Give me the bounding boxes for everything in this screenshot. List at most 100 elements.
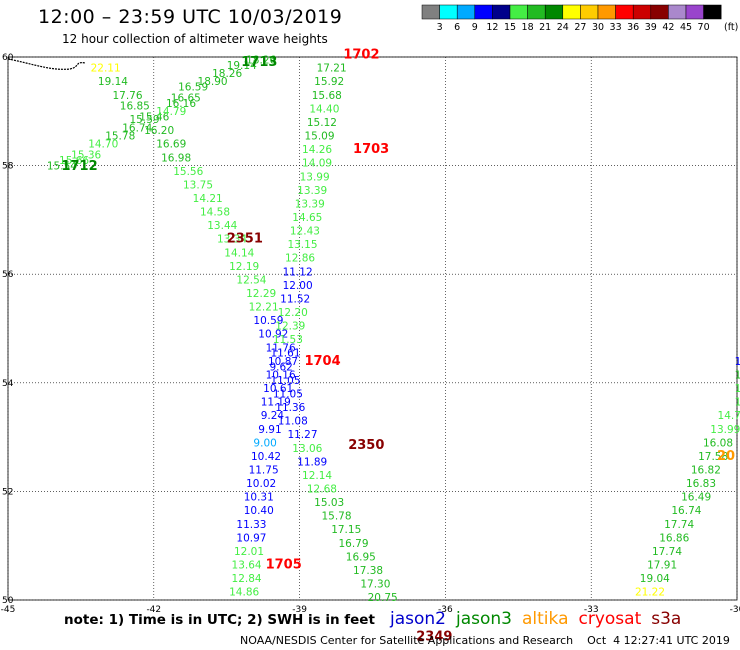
wave-height-value: 12.43 bbox=[290, 226, 320, 238]
chart-title: 12:00 – 23:59 UTC 10/03/2019 bbox=[38, 6, 343, 28]
pass-id-label: 2349 bbox=[416, 630, 452, 645]
wave-height-value: 15.78 bbox=[105, 131, 135, 143]
wave-height-value: 11.27 bbox=[287, 429, 317, 441]
wave-height-value: 13.64 bbox=[232, 560, 262, 572]
wave-height-value: 11.12 bbox=[283, 266, 313, 278]
longitude-tick-label: -45 bbox=[1, 605, 16, 615]
pass-id-label: 1704 bbox=[304, 354, 340, 369]
color-scale-tick: 70 bbox=[698, 22, 710, 33]
wave-height-value: 17.30 bbox=[360, 579, 390, 591]
wave-height-value: 14.58 bbox=[200, 207, 230, 219]
satellite-legend-item: cryosat bbox=[578, 609, 642, 629]
longitude-tick-label: -30 bbox=[730, 605, 740, 615]
wave-height-value: 11.08 bbox=[278, 416, 308, 428]
wave-height-value: 16.95 bbox=[346, 551, 376, 563]
wave-height-value: 14.14 bbox=[224, 247, 254, 259]
longitude-tick-label: -36 bbox=[438, 605, 453, 615]
wave-height-value: 11.19 bbox=[261, 397, 291, 409]
color-scale-tick: 6 bbox=[454, 22, 460, 33]
wave-height-value: 13.99 bbox=[300, 171, 330, 183]
wave-height-value: 16.08 bbox=[703, 437, 733, 449]
wave-height-value: 18.90 bbox=[198, 76, 228, 88]
pass-id-label: 2351 bbox=[227, 232, 263, 247]
satellite-legend-item: s3a bbox=[651, 609, 682, 629]
color-scale-tick: 36 bbox=[627, 22, 639, 33]
color-scale-tick: 39 bbox=[645, 22, 657, 33]
wave-height-value: 20.75 bbox=[368, 592, 398, 604]
wave-height-value: 13.39 bbox=[297, 185, 327, 197]
wave-height-value: 14.09 bbox=[302, 158, 332, 170]
color-scale-tick: 21 bbox=[539, 22, 551, 33]
wave-height-value: 16.69 bbox=[156, 139, 186, 151]
latitude-tick-label: 56 bbox=[2, 270, 14, 280]
satellite-legend: jason2 jason3 altika cryosat s3a bbox=[390, 609, 691, 629]
wave-height-value: 17.76 bbox=[112, 90, 142, 102]
wave-height-value: 18.26 bbox=[212, 68, 242, 80]
wave-height-value: 16.16 bbox=[166, 98, 196, 110]
wave-height-value: 12.01 bbox=[234, 546, 264, 558]
wave-height-value: 12.21 bbox=[249, 302, 279, 314]
wave-height-value: 16.79 bbox=[338, 538, 368, 550]
wave-height-value: 17.74 bbox=[652, 546, 682, 558]
pass-id-label: 1705 bbox=[266, 558, 302, 573]
wave-height-value: 11.53 bbox=[273, 334, 303, 346]
wave-height-value: 16.86 bbox=[659, 532, 689, 544]
wave-height-value: 12.19 bbox=[229, 261, 259, 273]
wave-height-value: 12.20 bbox=[278, 307, 308, 319]
longitude-tick-label: -39 bbox=[292, 605, 307, 615]
wave-height-value: 15.56 bbox=[173, 166, 203, 178]
wave-height-value: 12.01 bbox=[735, 397, 740, 409]
wave-height-value: 17.91 bbox=[647, 560, 677, 572]
wave-height-value: 14.70 bbox=[88, 139, 118, 151]
latitude-tick-label: 60 bbox=[2, 53, 14, 63]
wave-height-value: 17.74 bbox=[664, 519, 694, 531]
wave-height-value: 15.09 bbox=[304, 131, 334, 143]
wave-height-value: 17.15 bbox=[331, 524, 361, 536]
wave-height-value: 14.04 bbox=[735, 383, 740, 395]
wave-height-value: 10.42 bbox=[251, 451, 281, 463]
pass-id-label: 1702 bbox=[343, 48, 379, 63]
wave-height-value: 16.82 bbox=[691, 464, 721, 476]
wave-height-value: 15.68 bbox=[312, 90, 342, 102]
color-scale-legend: 3 6 9 12 15 18 21 24 27 30 33 36 39 42 45 70 (ft) bbox=[421, 4, 738, 33]
wave-height-value: 9.62 bbox=[269, 361, 292, 373]
color-scale-tick: 3 bbox=[437, 22, 443, 33]
color-scale-tick: 24 bbox=[557, 22, 569, 33]
coastline bbox=[7, 58, 86, 70]
wave-height-value: 11.76 bbox=[266, 342, 296, 354]
wave-height-value: 10.92 bbox=[258, 329, 288, 341]
longitude-tick-label: -42 bbox=[146, 605, 161, 615]
wave-height-value: 12.29 bbox=[246, 288, 276, 300]
wave-height-value: 19.14 bbox=[98, 76, 128, 88]
wave-height-value: 11.36 bbox=[275, 402, 305, 414]
wave-height-value: 16.98 bbox=[161, 152, 191, 164]
wave-height-value: 15.12 bbox=[307, 117, 337, 129]
wave-height-value: 10.02 bbox=[246, 478, 276, 490]
wave-height-value: 11.61 bbox=[270, 348, 300, 360]
wave-height-value: 21.22 bbox=[635, 587, 665, 599]
wave-height-value: 15.92 bbox=[314, 76, 344, 88]
pass-id-label: 1703 bbox=[353, 142, 389, 157]
color-scale-unit: (ft) bbox=[724, 22, 738, 33]
wave-height-value: 14.40 bbox=[309, 103, 339, 115]
wave-height-value: 14.26 bbox=[302, 144, 332, 156]
wave-height-value: 13.75 bbox=[183, 179, 213, 191]
wave-height-value: 16.65 bbox=[171, 93, 201, 105]
pass-id-label: 1713 bbox=[241, 55, 277, 70]
credit-line: NOAA/NESDIS Center for Satellite Applica… bbox=[240, 634, 730, 647]
wave-height-value: 10.61 bbox=[263, 383, 293, 395]
wave-height-value: 12.39 bbox=[275, 321, 305, 333]
wave-height-value: 9.00 bbox=[253, 437, 276, 449]
wave-height-value: 9.24 bbox=[261, 410, 285, 422]
color-swatch bbox=[703, 4, 722, 20]
wave-height-value: 12.54 bbox=[236, 274, 266, 286]
latitude-tick-label: 54 bbox=[2, 379, 14, 389]
pass-id-label: 1712 bbox=[61, 159, 97, 174]
wave-height-value: 17.58 bbox=[698, 451, 728, 463]
wave-height-value: 10.97 bbox=[236, 532, 266, 544]
color-scale-tick: 30 bbox=[592, 22, 604, 33]
wave-height-value: 11.89 bbox=[297, 456, 327, 468]
wave-height-value: 13.15 bbox=[287, 239, 317, 251]
wave-height-value: 13.99 bbox=[710, 424, 740, 436]
chart-subtitle: 12 hour collection of altimeter wave hei… bbox=[62, 32, 328, 46]
